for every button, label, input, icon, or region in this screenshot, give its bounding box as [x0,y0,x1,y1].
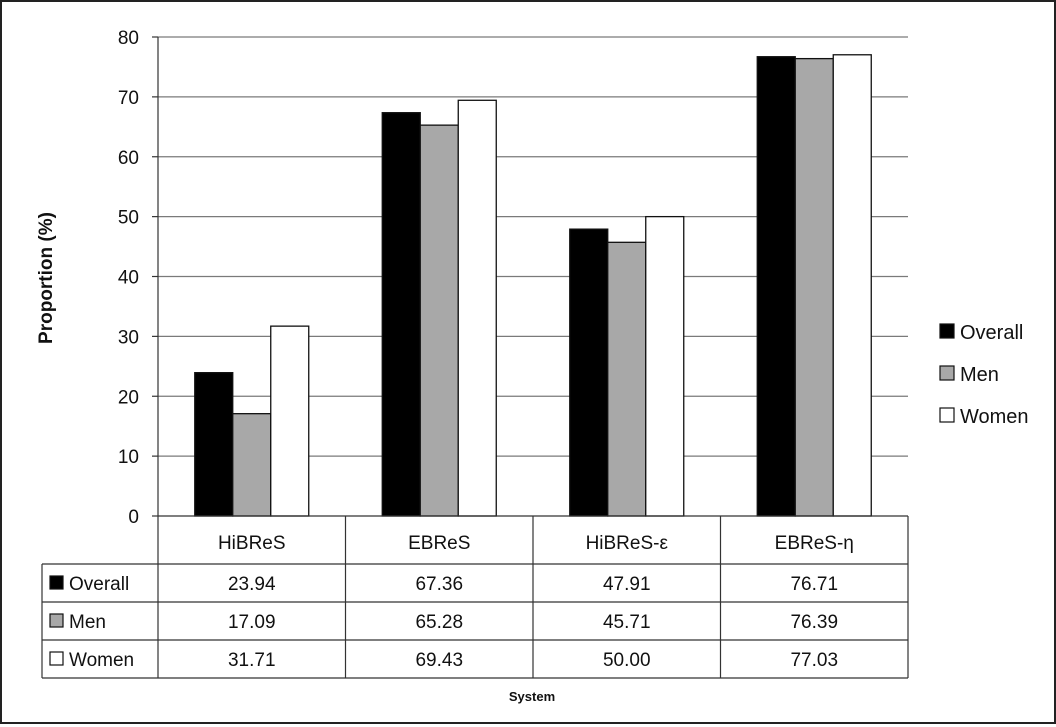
bar-overall-4 [756,56,796,517]
y-tick-label: 50 [118,208,139,229]
table-cell-value: 65.28 [415,612,463,633]
bar-men-1 [232,413,272,517]
axes: 0 10 20 30 40 50 60 70 80 [118,28,159,528]
x-category-label: HiBReS [218,533,286,554]
bar-women-4 [832,54,872,517]
table-row-label: Men [69,612,106,633]
bar-women-1 [270,325,310,517]
legend-label: Men [960,364,999,386]
bar-men-4 [794,57,834,517]
bars [194,54,872,517]
table-cell-value: 76.71 [790,574,838,595]
y-tick-label: 70 [118,88,139,109]
table-cell-value: 50.00 [603,650,651,671]
table-cell-value: 77.03 [790,650,838,671]
table-row-label: Overall [69,574,129,595]
bar-overall-2 [381,112,421,517]
table-row-label: Women [69,650,134,671]
y-tick-label: 40 [118,268,139,289]
bar-women-2 [457,99,497,517]
table-cell-value: 47.91 [603,574,651,595]
x-category-label: HiBReS-ε [586,533,669,554]
table-cell-value: 17.09 [228,612,276,633]
table-key-men [49,613,64,628]
table-cell-value: 31.71 [228,650,276,671]
bar-overall-3 [569,228,609,517]
x-axis-label: System [509,689,555,704]
bar-men-3 [607,241,647,517]
legend: Overall Men Women [939,322,1029,428]
y-tick-label: 30 [118,327,139,348]
y-tick-label: 20 [118,387,139,408]
legend-label: Women [960,406,1029,428]
table-cell-value: 45.71 [603,612,651,633]
table-cell-value: 67.36 [415,574,463,595]
table-cell-value: 69.43 [415,650,463,671]
table-key-overall [49,575,64,590]
y-axis-label: Proportion (%) [36,212,57,344]
y-tick-label: 80 [118,28,139,49]
legend-key-women [939,407,955,423]
legend-label: Overall [960,322,1023,344]
table-cell-value: 76.39 [790,612,838,633]
bar-men-2 [419,124,459,517]
legend-key-overall [939,323,955,339]
table-cell-value: 23.94 [228,574,276,595]
bar-overall-1 [194,372,234,517]
bar-women-3 [645,215,685,517]
x-category-label: EBReS [408,533,470,554]
table-key-women [49,651,64,666]
y-tick-label: 60 [118,148,139,169]
x-category-label: EBReS-η [775,533,854,554]
y-tick-label: 10 [118,447,139,468]
y-tick-label: 0 [128,507,139,528]
legend-key-men [939,365,955,381]
data-table: HiBReS EBReS HiBReS-ε EBReS-η Overall 23.94 67… [41,515,909,679]
